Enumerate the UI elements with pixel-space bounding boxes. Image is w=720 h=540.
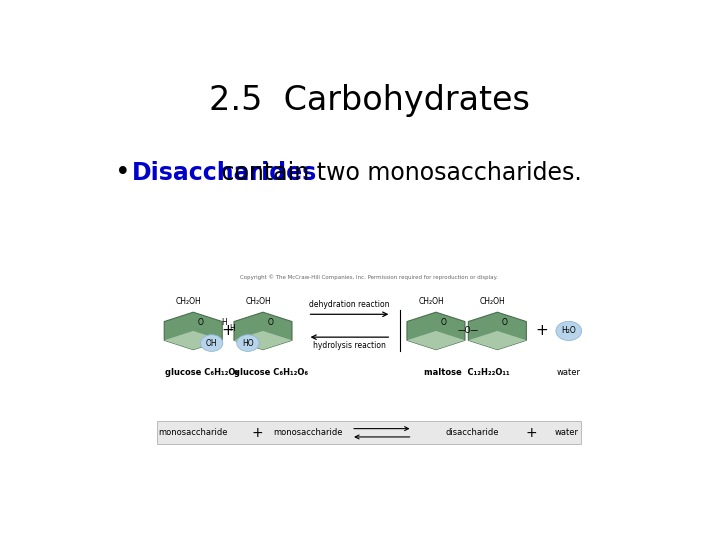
Polygon shape — [407, 331, 465, 349]
Text: OH: OH — [206, 339, 217, 348]
Text: monosaccharide: monosaccharide — [273, 428, 343, 437]
Text: hydrolysis reaction: hydrolysis reaction — [313, 341, 386, 350]
Circle shape — [200, 335, 222, 352]
Text: CH₂OH: CH₂OH — [246, 297, 271, 306]
Text: H: H — [221, 318, 227, 327]
Polygon shape — [468, 331, 526, 349]
Polygon shape — [164, 312, 222, 349]
Text: water: water — [557, 368, 581, 377]
Text: monosaccharide: monosaccharide — [158, 428, 228, 437]
Text: glucose C₆H₁₂O₆: glucose C₆H₁₂O₆ — [234, 368, 308, 377]
Text: •: • — [115, 160, 131, 186]
Text: —O—: —O— — [458, 326, 479, 335]
Polygon shape — [164, 331, 222, 349]
Text: +: + — [251, 426, 264, 440]
Polygon shape — [234, 331, 292, 349]
Text: O: O — [502, 318, 508, 327]
Circle shape — [556, 321, 582, 341]
Text: dehydration reaction: dehydration reaction — [309, 300, 390, 309]
Text: +: + — [222, 323, 235, 339]
FancyBboxPatch shape — [157, 421, 581, 444]
Polygon shape — [468, 312, 526, 349]
Text: CH₂OH: CH₂OH — [418, 297, 444, 306]
Text: Disaccharides: Disaccharides — [132, 161, 317, 185]
Text: water: water — [555, 428, 579, 437]
Text: O: O — [440, 318, 446, 327]
Text: CH₂OH: CH₂OH — [176, 297, 202, 306]
Text: maltose  C₁₂H₂₂O₁₁: maltose C₁₂H₂₂O₁₁ — [424, 368, 510, 377]
Polygon shape — [234, 312, 292, 349]
Text: disaccharide: disaccharide — [446, 428, 499, 437]
Text: glucose C₆H₁₂O₆: glucose C₆H₁₂O₆ — [165, 368, 238, 377]
Text: O: O — [197, 318, 204, 327]
Text: 2.5  Carbohydrates: 2.5 Carbohydrates — [209, 84, 529, 117]
Text: +: + — [525, 426, 536, 440]
Text: H: H — [230, 323, 235, 333]
Polygon shape — [407, 312, 465, 349]
Circle shape — [237, 335, 259, 352]
Text: O: O — [267, 318, 273, 327]
Text: H₂O: H₂O — [562, 326, 576, 335]
Text: Copyright © The McCraw-Hill Companies, Inc. Permission required for reproduction: Copyright © The McCraw-Hill Companies, I… — [240, 274, 498, 280]
Text: contain two monosaccharides.: contain two monosaccharides. — [215, 161, 582, 185]
Text: CH₂OH: CH₂OH — [480, 297, 505, 306]
Text: +: + — [536, 323, 549, 339]
Text: HO: HO — [242, 339, 253, 348]
